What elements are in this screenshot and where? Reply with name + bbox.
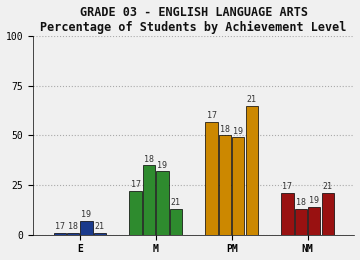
- Title: GRADE 03 - ENGLISH LANGUAGE ARTS
Percentage of Students by Achievement Level: GRADE 03 - ENGLISH LANGUAGE ARTS Percent…: [40, 5, 347, 34]
- Bar: [170, 209, 182, 235]
- Text: 19: 19: [309, 196, 319, 205]
- Bar: [308, 207, 320, 235]
- Text: 17: 17: [55, 222, 65, 231]
- Text: 17: 17: [207, 111, 216, 120]
- Text: 21: 21: [323, 183, 333, 191]
- Bar: [295, 209, 307, 235]
- Bar: [143, 165, 155, 235]
- Text: 18: 18: [220, 125, 230, 134]
- Text: 19: 19: [233, 127, 243, 136]
- Bar: [281, 193, 294, 235]
- Text: 17: 17: [131, 180, 141, 190]
- Bar: [94, 233, 106, 235]
- Bar: [130, 191, 142, 235]
- Bar: [232, 138, 244, 235]
- Bar: [219, 135, 231, 235]
- Bar: [54, 233, 66, 235]
- Text: 18: 18: [68, 222, 78, 231]
- Bar: [206, 122, 218, 235]
- Text: 19: 19: [157, 161, 167, 170]
- Text: 18: 18: [144, 155, 154, 164]
- Text: 21: 21: [171, 198, 181, 207]
- Bar: [321, 193, 334, 235]
- Bar: [246, 106, 258, 235]
- Bar: [67, 233, 79, 235]
- Bar: [80, 221, 93, 235]
- Text: 21: 21: [247, 95, 257, 104]
- Text: 19: 19: [81, 210, 91, 219]
- Text: 21: 21: [95, 222, 105, 231]
- Text: 17: 17: [283, 183, 292, 191]
- Bar: [156, 171, 168, 235]
- Text: 18: 18: [296, 198, 306, 207]
